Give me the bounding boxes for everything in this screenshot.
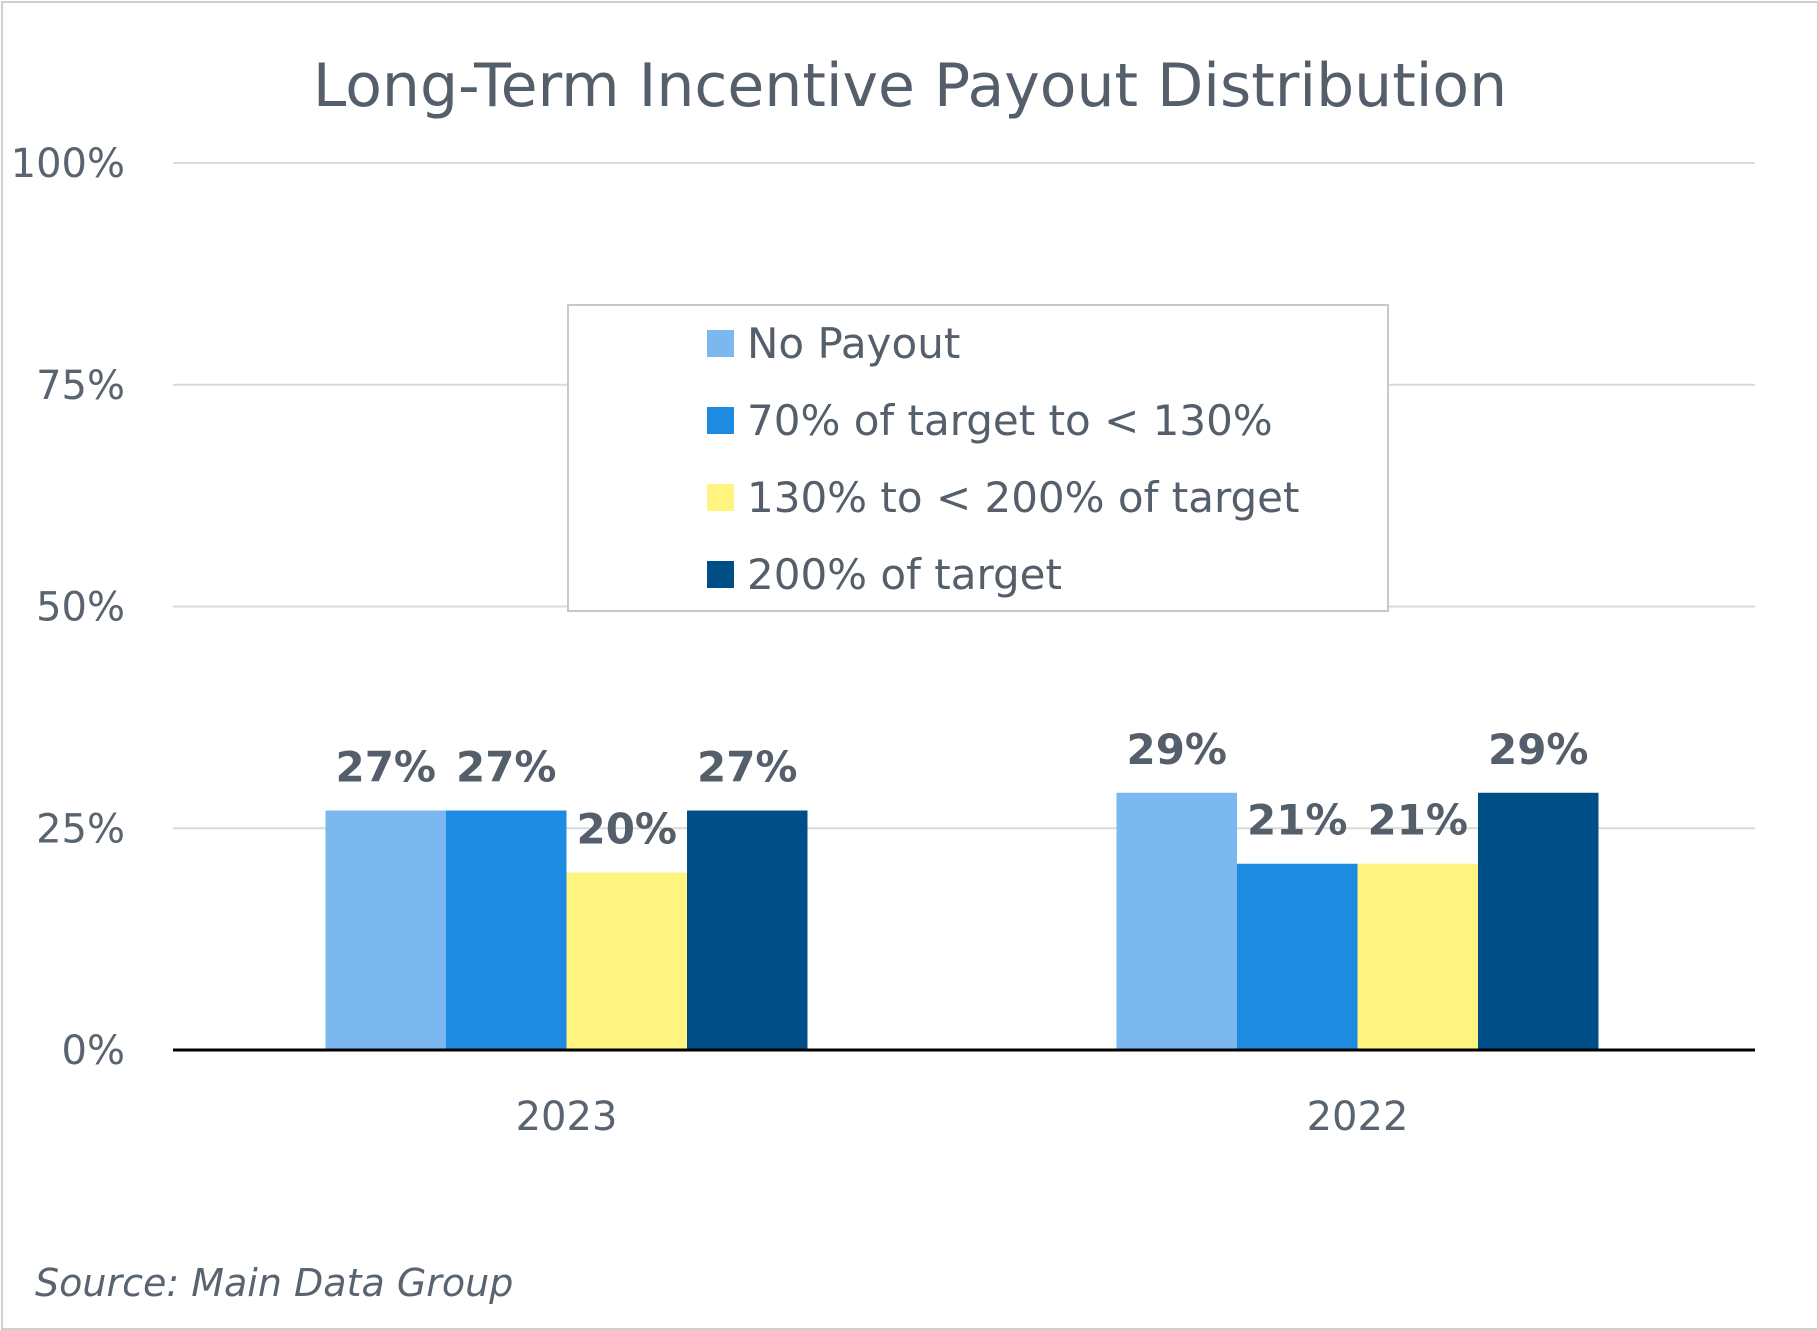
y-tick-label: 50%	[36, 585, 125, 631]
data-label: 20%	[576, 805, 677, 854]
data-labels: 27% 27% 20% 27% 29% 21% 21% 29%	[335, 725, 1588, 854]
data-label: 27%	[456, 743, 557, 792]
chart-title: Long-Term Incentive Payout Distribution	[313, 51, 1507, 121]
data-label: 29%	[1126, 725, 1227, 774]
legend-swatch	[707, 484, 734, 511]
bar	[1357, 863, 1478, 1050]
y-axis-ticks: 0% 25% 50% 75% 100%	[11, 141, 125, 1074]
y-tick-label: 75%	[36, 363, 125, 409]
legend-swatch	[707, 330, 734, 357]
bar	[1478, 792, 1599, 1050]
legend-box	[567, 304, 1389, 612]
bar	[325, 810, 446, 1050]
data-label: 27%	[697, 743, 798, 792]
legend-swatch	[707, 561, 734, 588]
legend-entry: 70% of target to < 130%	[747, 396, 1273, 445]
bar	[687, 810, 808, 1050]
data-label: 21%	[1247, 796, 1348, 845]
bar	[1116, 792, 1237, 1050]
x-axis-categories: 2023 2022	[516, 1094, 1409, 1140]
data-label: 29%	[1488, 725, 1589, 774]
data-label: 21%	[1367, 796, 1468, 845]
bar-chart: Long-Term Incentive Payout Distribution …	[11, 51, 1755, 1305]
legend-swatch	[707, 407, 734, 434]
y-tick-label: 0%	[62, 1028, 125, 1074]
y-tick-label: 25%	[36, 806, 125, 852]
bar	[566, 872, 687, 1050]
x-category-label: 2023	[516, 1094, 618, 1140]
source-note: Source: Main Data Group	[35, 1261, 513, 1305]
legend-entry: 130% to < 200% of target	[747, 473, 1299, 522]
bar	[1237, 863, 1358, 1050]
x-category-label: 2022	[1307, 1094, 1409, 1140]
bars	[173, 792, 1755, 1052]
legend-entry: No Payout	[747, 319, 960, 368]
y-tick-label: 100%	[11, 141, 125, 187]
legend-entry: 200% of target	[747, 550, 1062, 599]
data-label: 27%	[335, 743, 436, 792]
legend: No Payout 70% of target to < 130% 130% to …	[567, 304, 1389, 612]
bar	[446, 810, 567, 1050]
